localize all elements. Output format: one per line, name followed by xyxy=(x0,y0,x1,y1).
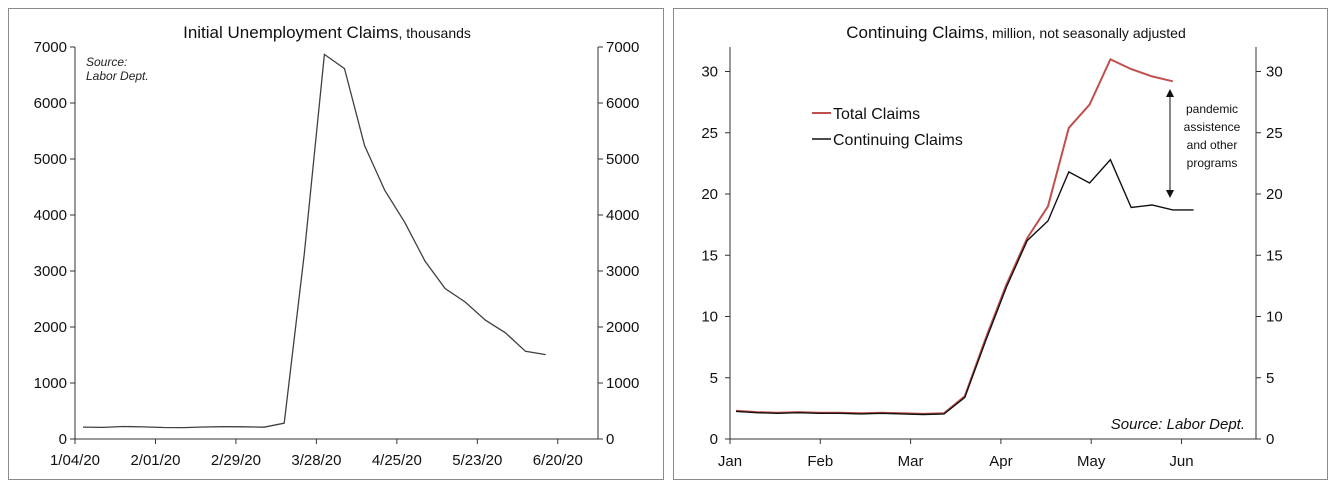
source-note-line-1: Source: xyxy=(86,55,127,69)
legend-label-continuing-claims: Continuing Claims xyxy=(833,132,963,149)
x-tick-label: Jun xyxy=(1169,453,1193,470)
annotation: pandemic assistence and other programs xyxy=(1166,89,1241,198)
legend: Total Claims Continuing Claims xyxy=(812,106,963,149)
x-tick-label: 5/23/20 xyxy=(452,452,502,469)
x-tick-label: Mar xyxy=(898,453,924,470)
y-tick-label-right: 7000 xyxy=(606,39,639,56)
initial-claims-chart: Initial Unemployment Claims, thousands S… xyxy=(34,23,640,469)
x-tick-label: 1/04/20 xyxy=(50,452,100,469)
y-tick-label-left: 5 xyxy=(710,370,718,387)
y-tick-label-left: 6000 xyxy=(34,95,67,112)
plot-area xyxy=(735,57,1194,416)
axes: 0 0 5 5 10 10 15 15 20 20 25 25 30 30 Jan Feb Mar Apr May J… xyxy=(701,47,1283,470)
axes: 0 0 1000 1000 2000 2000 3000 3000 4000 4000 5000 50… xyxy=(34,39,640,469)
x-tick-label: Feb xyxy=(807,453,833,470)
plot-area xyxy=(82,53,546,429)
x-tick-label: 4/25/20 xyxy=(372,452,422,469)
y-tick-label-right: 20 xyxy=(1266,186,1283,203)
y-tick-label-left: 20 xyxy=(701,186,718,203)
continuing-claims-chart: Continuing Claims, million, not seasonal… xyxy=(701,23,1283,470)
annotation-line-4: programs xyxy=(1187,156,1238,170)
y-tick-label-right: 4000 xyxy=(606,207,639,224)
annotation-line-3: and other xyxy=(1187,138,1238,152)
y-tick-label-right: 5000 xyxy=(606,151,639,168)
y-tick-label-right: 30 xyxy=(1266,64,1283,81)
continuing-claims-chart-panel: Continuing Claims, million, not seasonal… xyxy=(673,8,1328,480)
initial-claims-chart-panel: Initial Unemployment Claims, thousands S… xyxy=(8,8,664,480)
y-tick-label-left: 0 xyxy=(59,431,67,448)
y-tick-label-right: 15 xyxy=(1266,247,1283,264)
series-line-total-claims xyxy=(735,57,1174,415)
y-tick-label-right: 1000 xyxy=(606,375,639,392)
chart-title: Initial Unemployment Claims, thousands xyxy=(183,23,471,42)
annotation-line-2: assistence xyxy=(1184,120,1241,134)
y-tick-label-right: 0 xyxy=(1266,431,1274,448)
y-tick-label-left: 1000 xyxy=(34,375,67,392)
y-tick-label-right: 6000 xyxy=(606,95,639,112)
y-tick-label-left: 5000 xyxy=(34,151,67,168)
x-tick-label: Jan xyxy=(718,453,742,470)
series-line-continuing-claims xyxy=(735,158,1194,416)
y-tick-label-left: 15 xyxy=(701,247,718,264)
y-tick-label-right: 2000 xyxy=(606,319,639,336)
y-tick-label-left: 30 xyxy=(701,64,718,81)
y-tick-label-right: 3000 xyxy=(606,263,639,280)
x-tick-label: 2/01/20 xyxy=(130,452,180,469)
source-note: Source: Labor Dept. xyxy=(1111,416,1245,433)
x-tick-label: Apr xyxy=(989,453,1012,470)
x-tick-label: 2/29/20 xyxy=(211,452,261,469)
y-tick-label-left: 2000 xyxy=(34,319,67,336)
y-tick-label-right: 5 xyxy=(1266,370,1274,387)
chart-title: Continuing Claims, million, not seasonal… xyxy=(846,23,1186,42)
annotation-line-1: pandemic xyxy=(1186,102,1238,116)
y-tick-label-left: 7000 xyxy=(34,39,67,56)
y-tick-label-right: 25 xyxy=(1266,125,1283,142)
y-tick-label-right: 10 xyxy=(1266,309,1283,326)
x-tick-label: 6/20/20 xyxy=(533,452,583,469)
y-tick-label-left: 4000 xyxy=(34,207,67,224)
y-tick-label-left: 0 xyxy=(710,431,718,448)
y-tick-label-left: 25 xyxy=(701,125,718,142)
x-tick-label: May xyxy=(1077,453,1106,470)
source-note-line-2: Labor Dept. xyxy=(86,69,149,83)
arrow-head-down-icon xyxy=(1166,190,1174,198)
series-line-initial-claims xyxy=(82,53,546,429)
y-tick-label-right: 0 xyxy=(606,431,614,448)
legend-label-total-claims: Total Claims xyxy=(833,106,920,123)
arrow-head-up-icon xyxy=(1166,89,1174,97)
y-tick-label-left: 3000 xyxy=(34,263,67,280)
y-tick-label-left: 10 xyxy=(701,309,718,326)
x-tick-label: 3/28/20 xyxy=(291,452,341,469)
